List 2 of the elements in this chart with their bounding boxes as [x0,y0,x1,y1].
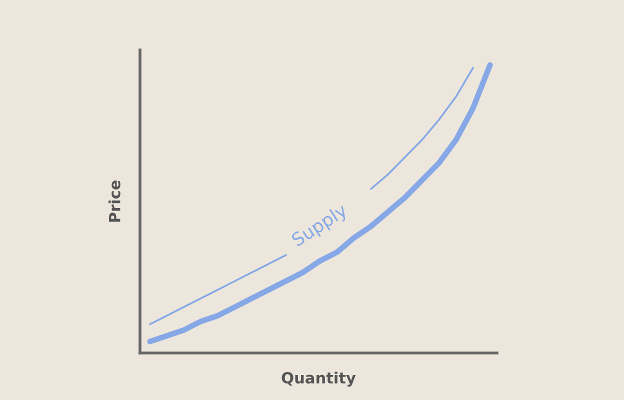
x-axis-title: Quantity [282,372,356,387]
y-axis-title: Price [108,180,120,222]
